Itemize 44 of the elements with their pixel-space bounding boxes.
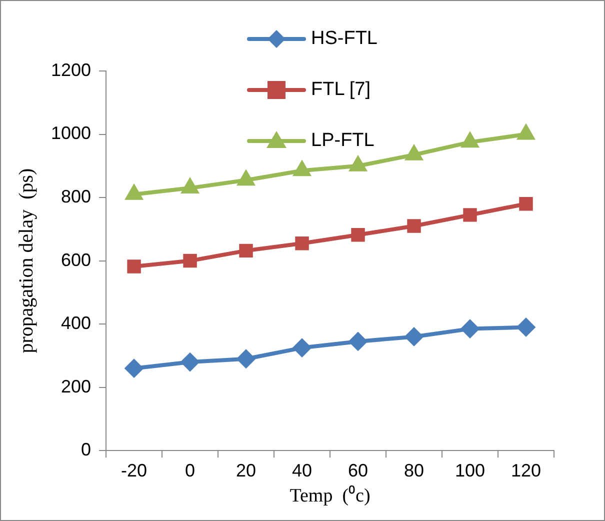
y-tick-label: 0 — [81, 440, 92, 460]
point — [404, 327, 424, 346]
y-tick-label: 800 — [60, 186, 92, 206]
x-tick-label: 20 — [236, 460, 256, 480]
x-tick-label: 100 — [454, 460, 486, 480]
y-tick-label: 200 — [60, 376, 92, 396]
point — [127, 260, 141, 274]
point — [180, 178, 200, 194]
x-tick-label: 60 — [348, 460, 368, 480]
point — [519, 196, 533, 211]
legend-label: FTL [7] — [311, 79, 370, 100]
legend-label: LP-FTL — [311, 130, 374, 152]
point — [460, 132, 480, 148]
point — [516, 318, 536, 337]
point — [180, 352, 200, 372]
x-tick-label: 0 — [185, 460, 196, 480]
point — [348, 332, 368, 351]
point — [295, 236, 309, 250]
x-tick-label: 120 — [510, 460, 542, 480]
point — [239, 244, 253, 258]
point — [516, 124, 536, 140]
y-tick-label: 1200 — [50, 60, 92, 80]
y-tick-label: 1000 — [50, 123, 92, 144]
legend-label: HS-FTL — [311, 28, 378, 50]
point — [292, 160, 312, 176]
y-tick-label: 400 — [60, 313, 92, 334]
point — [124, 358, 144, 378]
y-axis-title: propagation delay (ps) — [15, 168, 38, 354]
point — [236, 170, 256, 186]
y-tick-label: 600 — [60, 250, 92, 270]
point — [404, 144, 424, 160]
point — [348, 155, 368, 172]
x-tick-label: -20 — [121, 460, 148, 480]
point — [124, 184, 144, 200]
point — [292, 338, 312, 358]
point — [351, 228, 365, 242]
x-tick-label: 80 — [404, 460, 424, 480]
point — [463, 208, 477, 222]
point — [236, 349, 256, 368]
point — [183, 254, 197, 268]
point — [407, 219, 421, 233]
x-axis-title: Temp (⁰c) — [290, 484, 370, 507]
x-tick-label: 40 — [292, 460, 312, 480]
point — [460, 319, 480, 338]
